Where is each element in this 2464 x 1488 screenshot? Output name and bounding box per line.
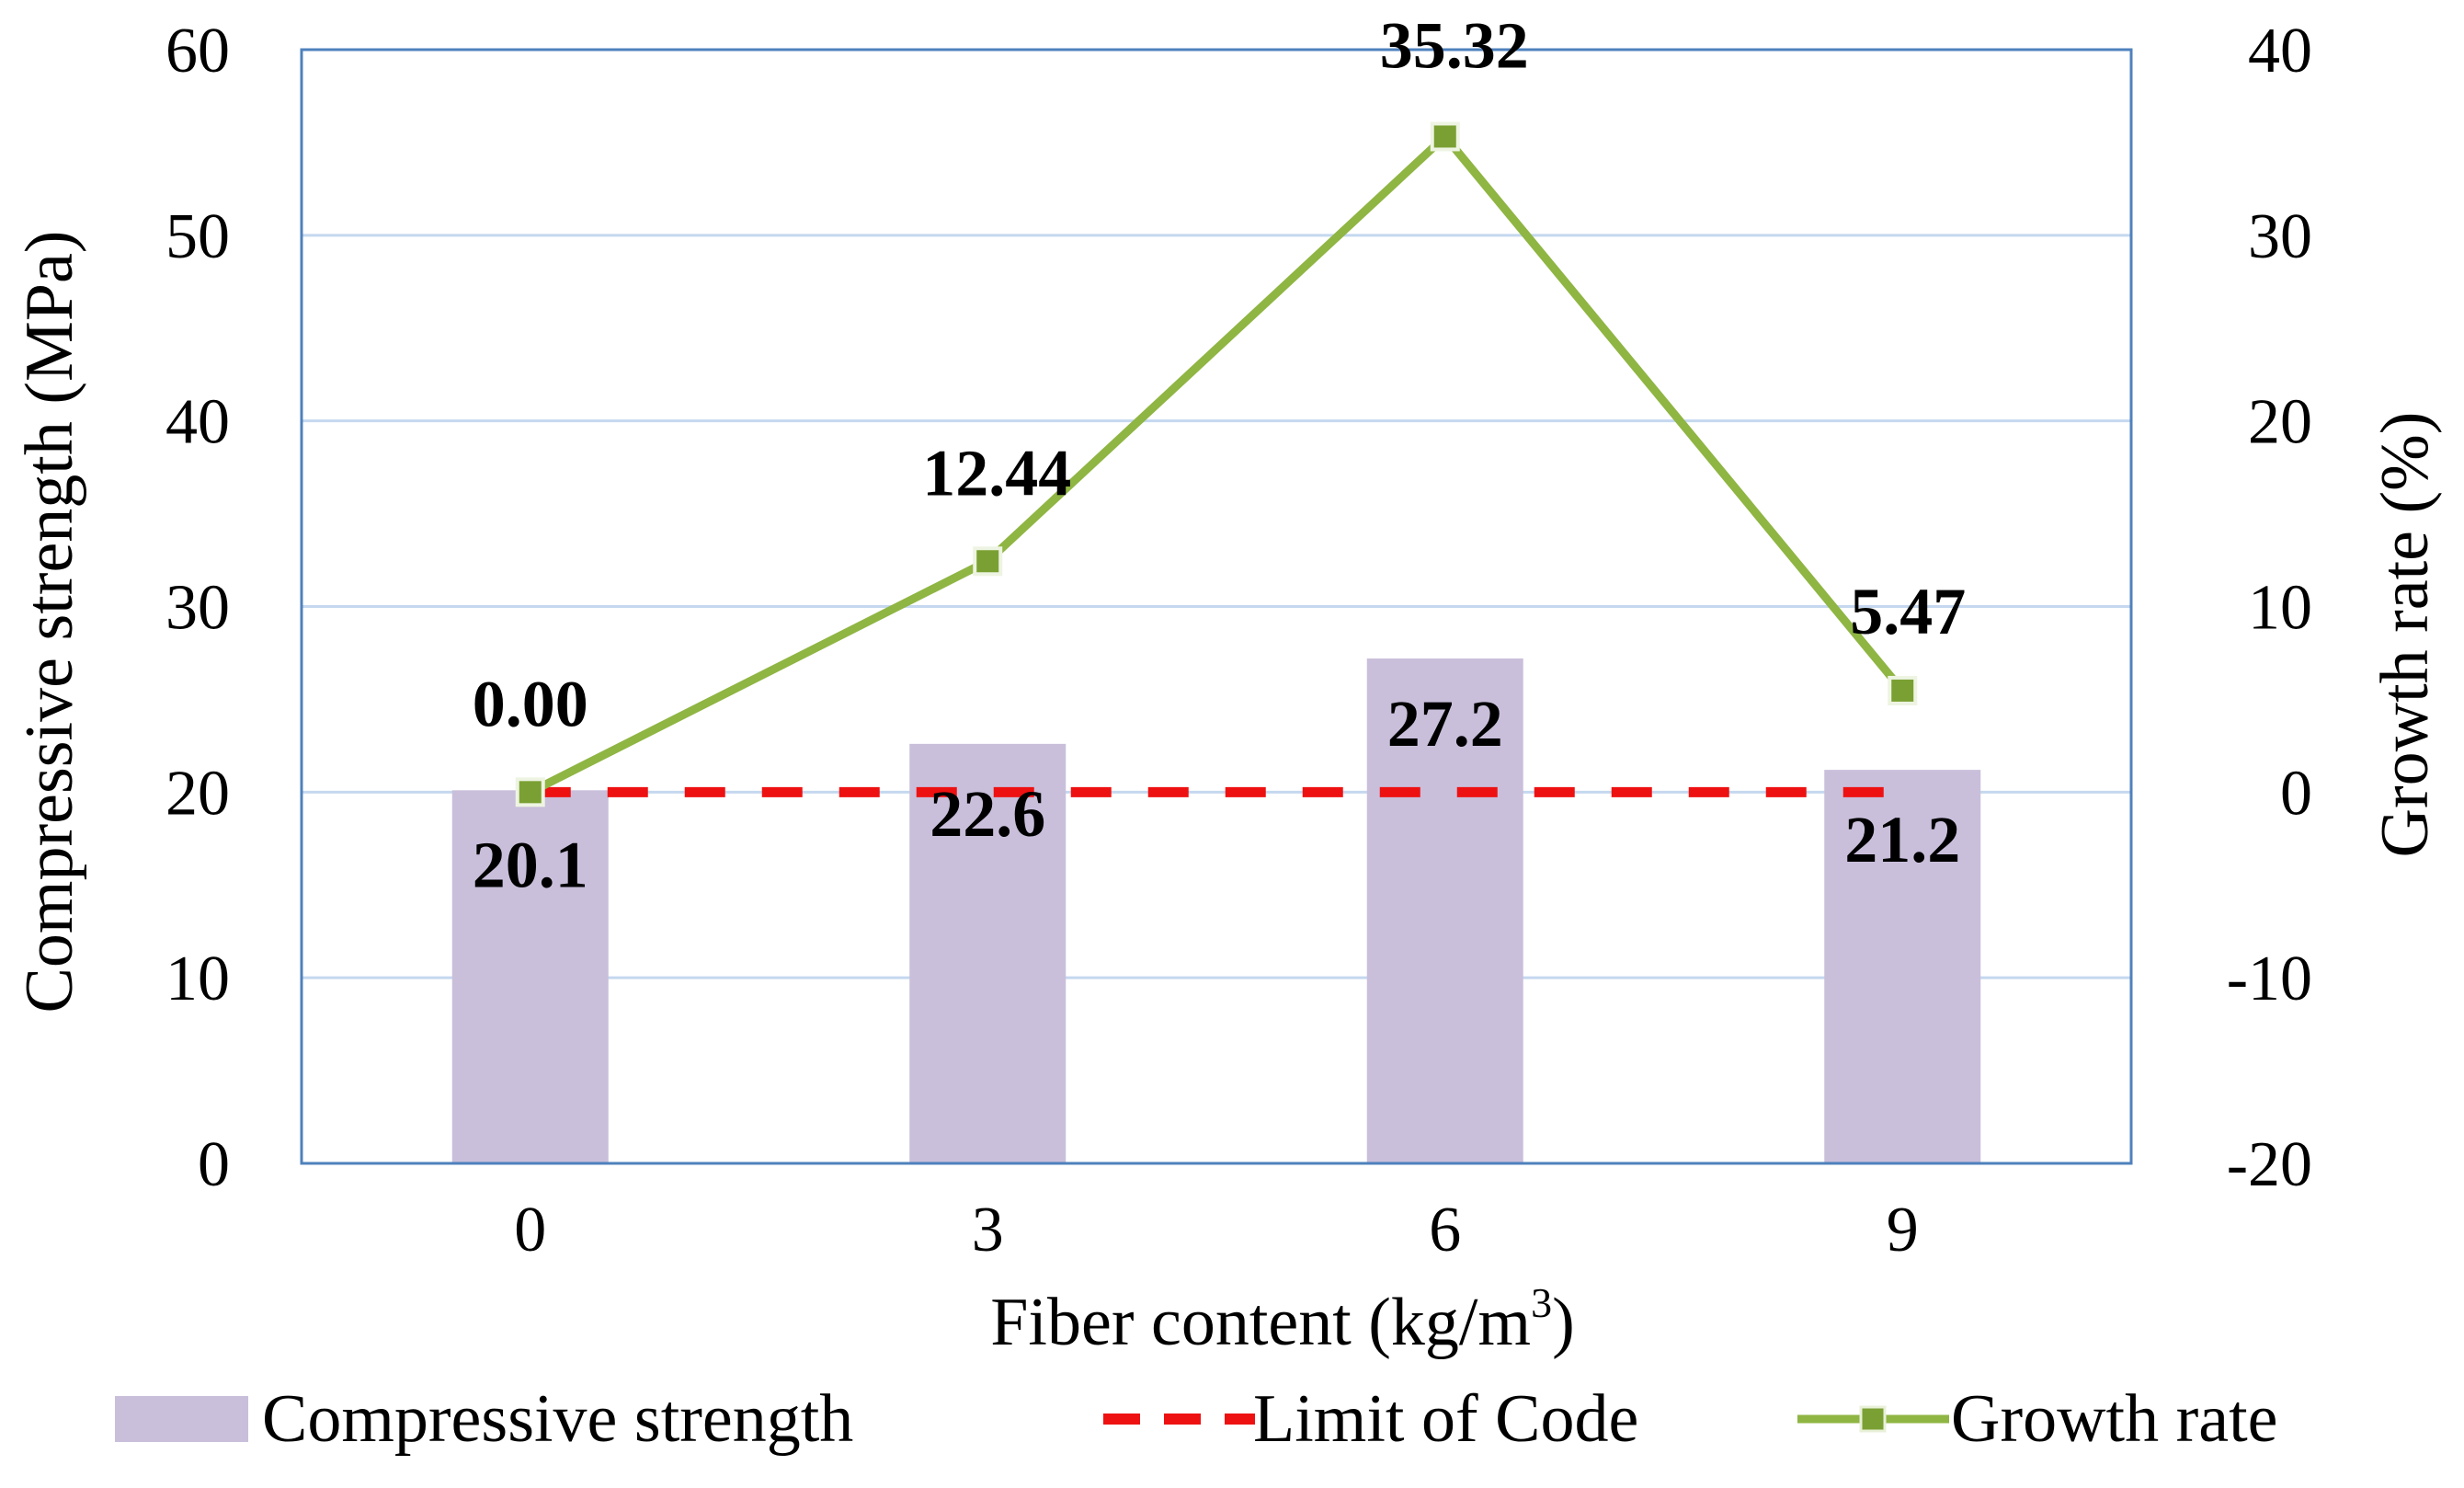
y-left-tick-label: 0 — [198, 1129, 230, 1200]
tick-layer: 0 10 20 30 40 50 60 -20 -10 0 10 20 30 40 0 3 6 9 — [165, 16, 2312, 1265]
bar-data-label: 20.1 — [473, 828, 588, 901]
bar-compressive-strength — [1366, 658, 1523, 1163]
line-layer — [515, 121, 1918, 807]
x-tick-label: 0 — [514, 1195, 546, 1265]
y-right-tick-label: 20 — [2248, 387, 2312, 458]
growth-data-label: 5.47 — [1850, 575, 1966, 648]
x-tick-label: 3 — [972, 1195, 1004, 1265]
legend: Compressive strength Limit of Code Growt… — [115, 1381, 2277, 1457]
bar-data-label: 27.2 — [1387, 687, 1503, 761]
legend-swatch-growth-rate-marker — [1859, 1405, 1887, 1433]
x-tick-label: 6 — [1429, 1195, 1461, 1265]
y-right-tick-label: -20 — [2227, 1129, 2312, 1200]
legend-label-compressive-strength: Compressive strength — [262, 1381, 853, 1457]
y-right-tick-label: 40 — [2248, 16, 2312, 86]
y-left-tick-label: 60 — [165, 16, 230, 86]
y-left-tick-label: 50 — [165, 201, 230, 272]
growth-rate-point — [1430, 121, 1460, 152]
legend-swatch-compressive-strength — [115, 1396, 248, 1442]
growth-rate-point — [973, 546, 1003, 577]
growth-rate-line — [528, 130, 1906, 796]
y-left-tick-label: 20 — [165, 758, 230, 829]
y-left-tick-label: 10 — [165, 944, 230, 1014]
growth-rate-point — [515, 777, 545, 807]
legend-label-growth-rate: Growth rate — [1951, 1381, 2277, 1457]
bar-data-label: 22.6 — [930, 777, 1045, 851]
y-right-tick-label: -10 — [2227, 944, 2312, 1014]
plot-border — [300, 48, 2133, 1165]
y-axis-right-title: Growth rate (%) — [2367, 412, 2443, 858]
growth-data-label: 12.44 — [922, 436, 1071, 509]
legend-label-limit-of-code: Limit of Code — [1253, 1381, 1638, 1457]
growth-rate-point — [1888, 675, 1918, 705]
y-right-tick-label: 30 — [2248, 201, 2312, 272]
x-axis-title-superscript: 3 — [1531, 1279, 1552, 1326]
y-left-tick-label: 30 — [165, 573, 230, 644]
bar-compressive-strength — [909, 743, 1067, 1163]
x-axis-title-end: ) — [1552, 1285, 1575, 1360]
x-axis-title-main: Fiber content (kg/m — [990, 1285, 1531, 1360]
bar-compressive-strength — [1824, 770, 1981, 1163]
label-layer: 20.1 22.6 27.2 21.2 0.00 12.44 35.32 5.47 — [473, 8, 1967, 901]
y-axis-left-title: Compressive strength (MPa) — [12, 231, 87, 1013]
bar-data-label: 21.2 — [1844, 803, 1960, 876]
y-right-tick-label: 10 — [2248, 573, 2312, 644]
x-axis-title: Fiber content (kg/m3) — [990, 1279, 1574, 1360]
growth-data-label: 0.00 — [473, 667, 588, 740]
y-right-tick-label: 0 — [2280, 758, 2312, 829]
bar-compressive-strength — [451, 790, 609, 1163]
x-tick-label: 9 — [1887, 1195, 1919, 1265]
bar-layer — [451, 658, 1981, 1163]
growth-data-label: 35.32 — [1380, 8, 1529, 82]
y-left-tick-label: 40 — [165, 387, 230, 458]
